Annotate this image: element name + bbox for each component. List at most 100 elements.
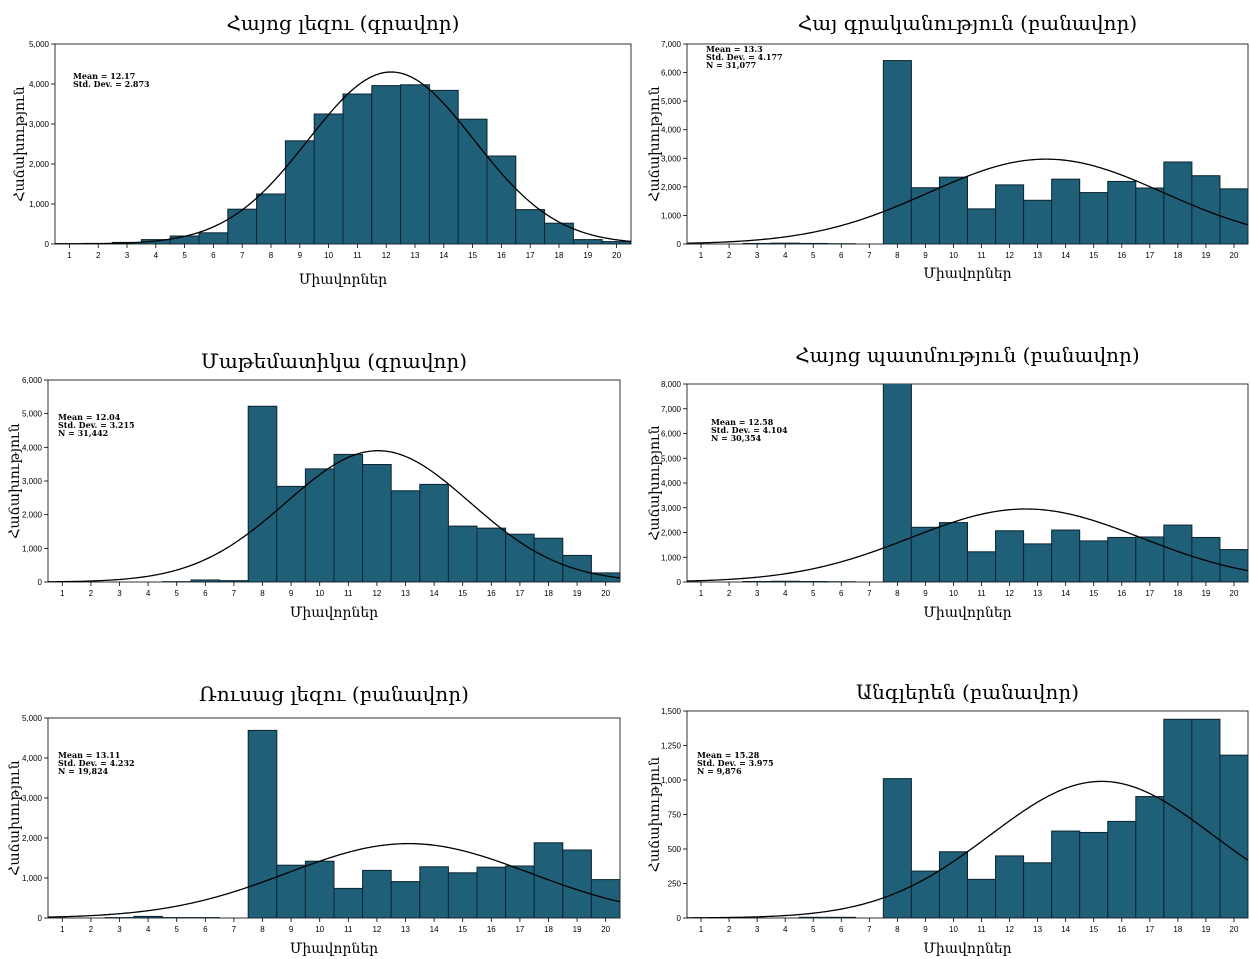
x-tick-label: 12 [372, 925, 381, 934]
x-tick-label: 9 [289, 589, 294, 598]
histogram-bar [1079, 831, 1109, 918]
histogram-bar [419, 866, 449, 918]
x-tick-label: 7 [867, 925, 872, 934]
y-tick-label: 5,000 [661, 454, 682, 463]
x-tick-label: 14 [1061, 925, 1070, 934]
x-tick-label: 9 [298, 251, 303, 260]
y-tick-label: 3,000 [661, 504, 682, 513]
y-tick-label: 3,000 [22, 477, 43, 486]
y-tick-label: 2,000 [22, 511, 43, 520]
x-tick-label: 14 [430, 925, 439, 934]
histogram-bar [1219, 754, 1248, 918]
histogram-bar [770, 242, 800, 244]
histogram-bar [1107, 820, 1137, 918]
histogram-bar [562, 849, 592, 918]
histogram-bar [910, 526, 940, 582]
histogram-bar [1219, 188, 1248, 244]
histogram-bar [882, 778, 912, 918]
y-tick-label: 6,000 [661, 69, 682, 78]
histogram-bar [304, 468, 335, 582]
x-tick-label: 16 [487, 925, 496, 934]
histogram-bar [995, 184, 1025, 244]
x-tick-label: 17 [1145, 925, 1154, 934]
y-axis-label: Հաճախություն [647, 86, 663, 202]
x-tick-label: 20 [601, 589, 610, 598]
x-tick-label: 11 [344, 589, 353, 598]
histogram-bar [1107, 180, 1137, 244]
histogram-bar [826, 916, 856, 918]
x-tick-label: 19 [583, 251, 592, 260]
histogram-bar [938, 176, 969, 244]
x-tick-label: 10 [315, 589, 324, 598]
y-tick-label: 5,000 [22, 714, 43, 723]
stats-line: N = 19,824 [58, 766, 109, 776]
x-tick-label: 13 [401, 925, 410, 934]
x-tick-label: 11 [977, 589, 986, 598]
x-tick-label: 2 [89, 925, 94, 934]
x-tick-label: 8 [895, 251, 900, 260]
panel-title: Ռուսաց լեզու (բանավոր) [199, 682, 469, 706]
histogram-bar [505, 865, 535, 918]
histogram-bar [198, 232, 229, 244]
x-tick-label: 6 [839, 589, 844, 598]
y-tick-label: 2,000 [661, 183, 682, 192]
x-tick-label: 3 [755, 925, 760, 934]
x-tick-label: 6 [203, 925, 208, 934]
histogram-bar [1051, 178, 1081, 244]
histogram-bar [284, 140, 315, 244]
x-tick-label: 9 [923, 925, 928, 934]
y-tick-label: 1,000 [29, 200, 50, 209]
x-tick-label: 14 [1061, 251, 1070, 260]
y-tick-label: 3,000 [29, 120, 50, 129]
y-tick-label: 250 [668, 880, 682, 889]
x-axis-label: Միավորներ [290, 605, 378, 621]
x-tick-label: 6 [211, 251, 216, 260]
y-tick-label: 8,000 [661, 380, 682, 389]
histogram-bar [938, 851, 969, 918]
panel-title: Մաթեմատիկա (գրավոր) [201, 349, 467, 373]
x-tick-label: 18 [544, 589, 553, 598]
stats-line: Std. Dev. = 2.873 [73, 79, 150, 89]
x-tick-label: 4 [783, 251, 788, 260]
x-tick-label: 5 [811, 589, 816, 598]
stats-line: Std. Dev. = 3.215 [58, 420, 135, 430]
y-tick-label: 0 [38, 914, 43, 923]
x-tick-label: 20 [1230, 589, 1239, 598]
x-tick-label: 11 [344, 925, 353, 934]
x-tick-label: 8 [895, 589, 900, 598]
x-tick-label: 19 [1201, 251, 1210, 260]
x-tick-label: 12 [1005, 925, 1014, 934]
x-tick-label: 19 [1201, 589, 1210, 598]
x-tick-label: 9 [923, 589, 928, 598]
y-axis-label: Հաճախություն [647, 757, 663, 873]
histogram-bar [1079, 192, 1109, 244]
histogram-bar [1163, 524, 1193, 582]
histogram-bar [333, 453, 364, 582]
stats-line: Mean = 13.3 [706, 44, 763, 54]
histogram-bar [400, 84, 430, 244]
histogram-bar [1023, 543, 1053, 582]
x-axis-label: Միավորներ [923, 941, 1011, 957]
y-tick-label: 4,000 [661, 479, 682, 488]
x-tick-label: 15 [1089, 925, 1098, 934]
panel-title: Հայոց պատմություն (բանավոր) [795, 343, 1139, 367]
y-tick-label: 0 [677, 914, 682, 923]
normal-curve [687, 780, 1248, 918]
x-tick-label: 9 [289, 925, 294, 934]
x-tick-label: 1 [60, 589, 65, 598]
x-tick-label: 3 [117, 589, 122, 598]
x-tick-label: 2 [89, 589, 94, 598]
x-tick-label: 13 [411, 251, 420, 260]
histogram-bar [342, 93, 373, 244]
y-tick-label: 5,000 [29, 40, 50, 49]
panel-title: Հայ գրականություն (բանավոր) [798, 11, 1137, 35]
histogram-bar [247, 405, 278, 582]
x-tick-label: 11 [353, 251, 362, 260]
x-tick-label: 17 [515, 589, 524, 598]
x-axis-label: Միավորներ [299, 272, 387, 288]
y-tick-label: 1,000 [661, 776, 682, 785]
x-axis-label: Միավորներ [923, 605, 1011, 621]
x-tick-label: 16 [1117, 251, 1126, 260]
x-tick-label: 7 [867, 589, 872, 598]
